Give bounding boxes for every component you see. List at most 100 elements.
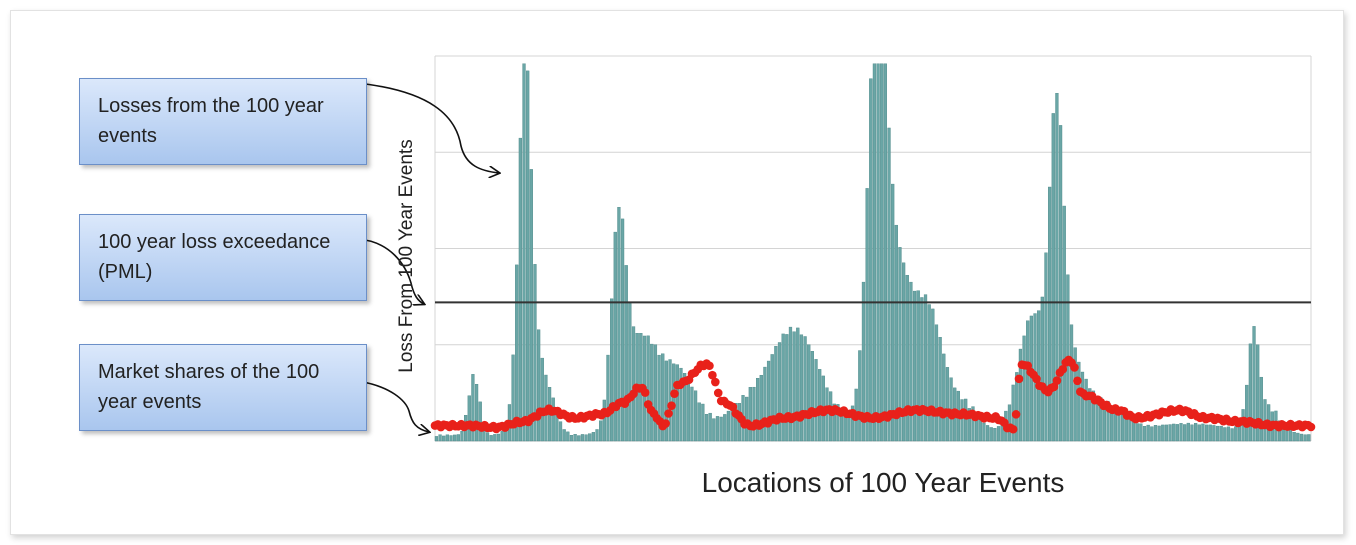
loss-bar [467,395,471,442]
loss-bar [1223,427,1227,442]
loss-bar [902,262,906,442]
market-share-point [664,409,673,418]
loss-bar [734,403,738,442]
loss-bar [496,433,501,442]
loss-bar [522,63,526,442]
market-share-point [705,361,714,371]
loss-bar [726,410,731,442]
loss-bar [657,354,661,442]
loss-bar [1069,324,1074,442]
loss-bar [683,373,687,442]
loss-bar [759,374,763,442]
loss-bar [606,354,610,442]
loss-bar [620,218,625,442]
callout-pml: 100 year loss exceedance (PML) [79,214,367,301]
loss-bar [803,336,807,442]
loss-bar [434,436,439,442]
loss-bar [540,357,544,442]
loss-bar [1055,93,1059,442]
loss-bar [712,418,716,442]
loss-bar [438,434,442,442]
loss-bar [1252,326,1256,442]
loss-bar [938,337,942,442]
market-share-point [1014,374,1024,384]
market-share-points [430,355,1316,434]
loss-bar [858,350,862,442]
loss-bar [719,416,723,442]
loss-bar [752,386,756,442]
loss-bar [588,433,592,442]
loss-bar [1161,424,1165,442]
loss-bar [1026,320,1030,442]
arrow-pml [356,238,424,304]
loss-bar [661,353,665,442]
loss-bar [1146,424,1150,442]
loss-bar [836,404,840,442]
loss-bar [1131,420,1136,442]
loss-bar [610,298,614,442]
loss-bar [931,308,935,442]
loss-bar [1245,384,1249,442]
loss-bar [1157,425,1161,442]
loss-bar [537,329,541,442]
market-share-point [708,370,717,380]
loss-bar [1219,425,1223,442]
loss-bar [1172,423,1176,442]
loss-bar [1102,404,1106,442]
market-share-point [1052,376,1062,385]
loss-bar [1040,296,1044,442]
loss-bar [989,427,993,442]
loss-bar [1307,434,1311,442]
loss-bar [876,63,880,442]
loss-bar [453,434,457,442]
loss-bar [927,304,931,442]
loss-bar [653,344,658,442]
callout-losses: Losses from the 100 year events [79,78,367,165]
loss-bar [766,360,771,442]
loss-bar [1088,388,1092,442]
loss-bar [493,434,497,442]
loss-bar [562,429,566,442]
market-share-point [1032,374,1041,384]
loss-bar [982,422,986,442]
market-share-point [711,377,720,387]
loss-bar [912,290,917,442]
loss-bar [1208,424,1212,442]
market-share-point [1023,361,1033,371]
loss-bar [887,127,891,442]
loss-bar [445,434,450,442]
loss-bars [434,63,1311,442]
loss-bar [1292,432,1296,442]
loss-bar [613,231,617,442]
market-share-point [640,388,650,397]
market-share-point [1306,422,1316,432]
loss-bar [909,281,913,442]
loss-bar [518,137,523,442]
loss-bar [1091,390,1096,442]
market-share-point [713,388,723,398]
loss-bar [573,434,577,442]
loss-bar [533,264,537,442]
loss-bar [748,387,752,442]
loss-bar [1164,424,1169,442]
loss-bar [1303,434,1307,442]
loss-bar [880,63,884,442]
market-share-point [728,402,738,412]
loss-bar [624,265,628,442]
loss-bar [810,351,815,442]
loss-bar [668,359,672,442]
loss-bar [679,367,683,442]
loss-bar [1139,423,1143,442]
loss-bar [628,303,632,442]
loss-bar [1015,372,1019,442]
callout-arrows [356,82,499,432]
loss-bar [500,431,504,442]
loss-bar [865,188,869,442]
loss-bar [792,331,796,442]
loss-bar [967,408,971,442]
loss-bar [839,413,844,442]
loss-bar [577,435,581,442]
market-share-point [667,401,676,410]
loss-bar [807,344,811,442]
loss-bar [1077,361,1081,442]
